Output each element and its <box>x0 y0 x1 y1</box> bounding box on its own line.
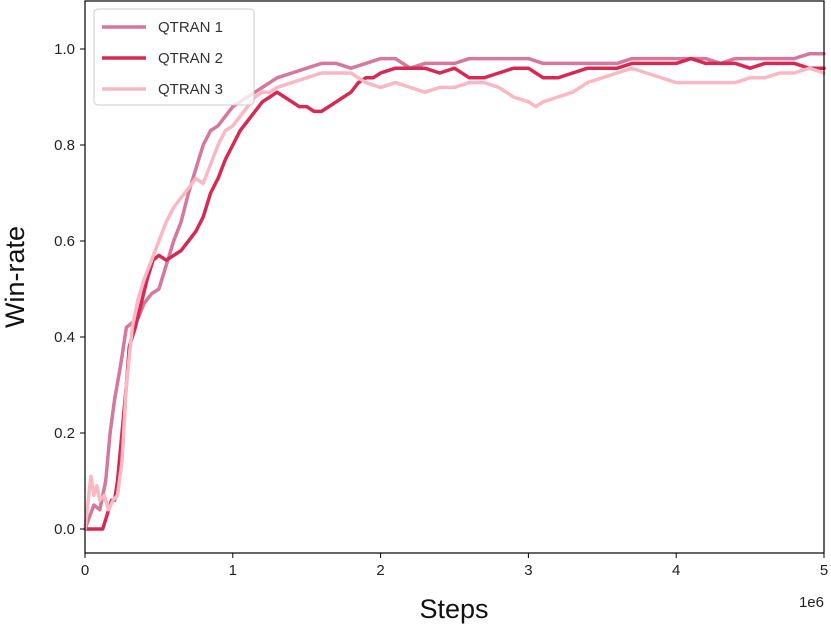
y-tick-label: 1.0 <box>54 41 75 58</box>
y-tick-label: 0.8 <box>54 137 75 154</box>
legend-box <box>93 8 255 106</box>
plot-frame <box>84 0 825 554</box>
series-line-3 <box>83 66 826 531</box>
y-tick-label: 0.6 <box>54 233 75 250</box>
x-axis-title: Steps <box>419 594 488 624</box>
x-tick-label: 3 <box>524 562 532 579</box>
y-axis-title: Win-rate <box>0 226 30 328</box>
x-tick-label: 4 <box>672 562 680 579</box>
legend: QTRAN 1 QTRAN 2 QTRAN 3 <box>93 8 255 106</box>
x-tick-label: 0 <box>81 562 89 579</box>
legend-label-3: QTRAN 3 <box>158 81 223 98</box>
series-layer <box>83 52 826 531</box>
legend-label-2: QTRAN 2 <box>158 50 223 67</box>
series-line-2 <box>83 56 826 531</box>
y-axis-ticks: 0.0 0.2 0.4 0.6 0.8 1.0 <box>54 41 85 538</box>
y-tick-label: 0.2 <box>54 425 75 442</box>
x-tick-label: 1 <box>229 562 237 579</box>
legend-label-1: QTRAN 1 <box>158 19 223 36</box>
x-tick-label: 5 <box>820 562 828 579</box>
series-line-1 <box>83 52 826 531</box>
x-axis-offset-label: 1e6 <box>799 594 824 611</box>
x-axis-ticks: 0 1 2 3 4 5 <box>81 553 828 579</box>
y-tick-label: 0.0 <box>54 521 75 538</box>
x-tick-label: 2 <box>376 562 384 579</box>
y-tick-label: 0.4 <box>54 329 75 346</box>
